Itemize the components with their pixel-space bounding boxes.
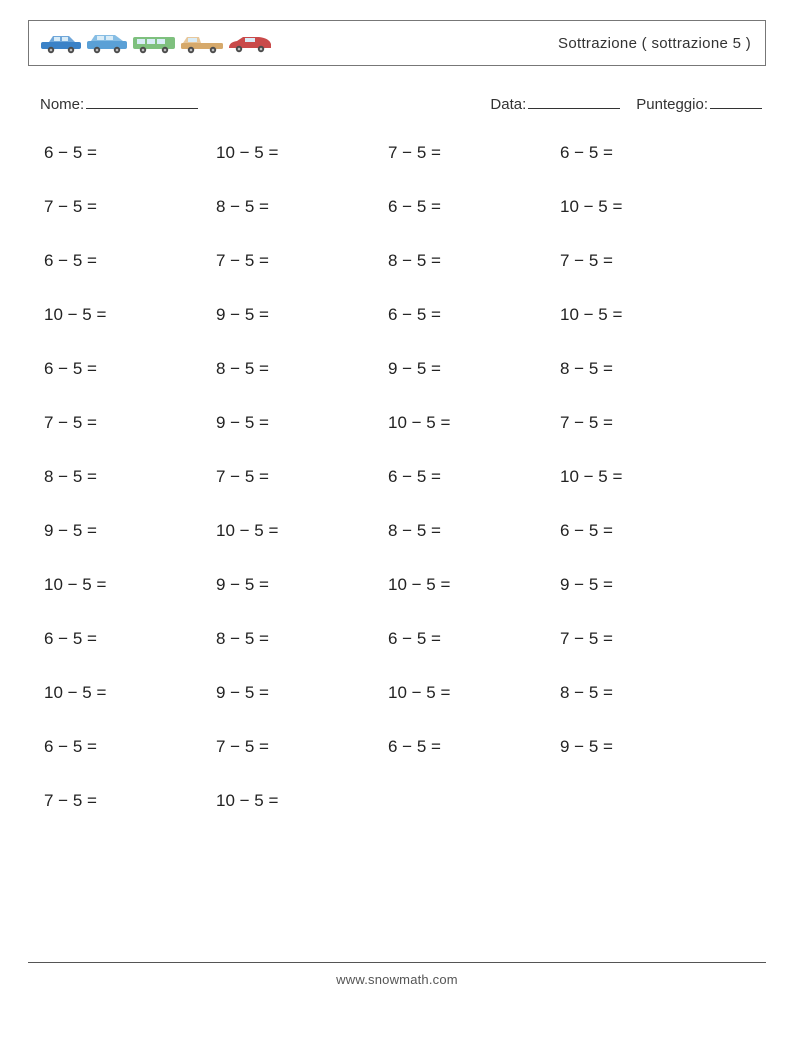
- footer-url: www.snowmath.com: [28, 972, 766, 987]
- problem-cell: 10 − 5 =: [388, 413, 560, 433]
- problem-cell: 9 − 5 =: [44, 521, 216, 541]
- problem-cell: 10 − 5 =: [44, 305, 216, 325]
- problem-cell: 6 − 5 =: [560, 143, 732, 163]
- problem-cell: 7 − 5 =: [44, 413, 216, 433]
- problem-cell: 7 − 5 =: [44, 791, 216, 811]
- date-label: Data:: [490, 96, 526, 113]
- problem-cell: 8 − 5 =: [560, 359, 732, 379]
- problem-cell: [560, 791, 732, 811]
- score-blank[interactable]: [710, 94, 762, 109]
- problem-cell: 7 − 5 =: [216, 251, 388, 271]
- problem-cell: 8 − 5 =: [216, 197, 388, 217]
- car-van-icon: [131, 32, 177, 54]
- score-field: Punteggio:: [636, 94, 762, 113]
- car-hatch-icon: [85, 32, 129, 54]
- problem-cell: 8 − 5 =: [560, 683, 732, 703]
- problem-cell: 6 − 5 =: [560, 521, 732, 541]
- problem-cell: 6 − 5 =: [44, 629, 216, 649]
- header-bar: Sottrazione ( sottrazione 5 ): [28, 20, 766, 66]
- problem-cell: 7 − 5 =: [44, 197, 216, 217]
- footer-rule: [28, 962, 766, 963]
- problem-cell: 9 − 5 =: [216, 683, 388, 703]
- problem-cell: 10 − 5 =: [560, 197, 732, 217]
- name-blank[interactable]: [86, 94, 198, 109]
- problem-cell: 6 − 5 =: [388, 629, 560, 649]
- problem-cell: [388, 791, 560, 811]
- problem-cell: 7 − 5 =: [560, 629, 732, 649]
- problem-cell: 8 − 5 =: [388, 521, 560, 541]
- score-label: Punteggio:: [636, 96, 708, 113]
- car-icon-row: [39, 32, 273, 54]
- problem-cell: 6 − 5 =: [44, 359, 216, 379]
- problem-cell: 10 − 5 =: [216, 521, 388, 541]
- problem-cell: 9 − 5 =: [216, 413, 388, 433]
- worksheet-page: Sottrazione ( sottrazione 5 ) Nome: Data…: [28, 20, 766, 1033]
- problem-cell: 10 − 5 =: [388, 683, 560, 703]
- problem-cell: 9 − 5 =: [560, 575, 732, 595]
- problem-cell: 9 − 5 =: [216, 305, 388, 325]
- problem-cell: 7 − 5 =: [560, 251, 732, 271]
- name-label: Nome:: [40, 96, 84, 113]
- problem-cell: 9 − 5 =: [560, 737, 732, 757]
- problem-cell: 10 − 5 =: [388, 575, 560, 595]
- problem-cell: 7 − 5 =: [560, 413, 732, 433]
- car-sedan-icon: [39, 32, 83, 54]
- problem-cell: 8 − 5 =: [216, 359, 388, 379]
- problem-cell: 8 − 5 =: [44, 467, 216, 487]
- problem-cell: 7 − 5 =: [216, 737, 388, 757]
- problem-cell: 10 − 5 =: [560, 305, 732, 325]
- problem-cell: 10 − 5 =: [216, 791, 388, 811]
- worksheet-title: Sottrazione ( sottrazione 5 ): [558, 35, 751, 52]
- problem-cell: 10 − 5 =: [216, 143, 388, 163]
- date-field: Data:: [490, 94, 620, 113]
- problem-cell: 9 − 5 =: [216, 575, 388, 595]
- problem-cell: 10 − 5 =: [560, 467, 732, 487]
- problem-cell: 6 − 5 =: [388, 467, 560, 487]
- problem-cell: 7 − 5 =: [216, 467, 388, 487]
- problem-cell: 6 − 5 =: [388, 305, 560, 325]
- problem-cell: 8 − 5 =: [388, 251, 560, 271]
- name-field: Nome:: [40, 94, 198, 113]
- problem-cell: 7 − 5 =: [388, 143, 560, 163]
- problem-cell: 6 − 5 =: [44, 737, 216, 757]
- problem-cell: 9 − 5 =: [388, 359, 560, 379]
- car-pickup-icon: [179, 32, 225, 54]
- problem-cell: 6 − 5 =: [388, 197, 560, 217]
- problem-cell: 8 − 5 =: [216, 629, 388, 649]
- info-row: Nome: Data: Punteggio:: [28, 94, 766, 113]
- problem-cell: 6 − 5 =: [388, 737, 560, 757]
- problem-cell: 6 − 5 =: [44, 143, 216, 163]
- problem-cell: 10 − 5 =: [44, 683, 216, 703]
- car-sports-icon: [227, 32, 273, 54]
- problem-cell: 6 − 5 =: [44, 251, 216, 271]
- problem-cell: 10 − 5 =: [44, 575, 216, 595]
- date-blank[interactable]: [528, 94, 620, 109]
- problem-grid: 6 − 5 =10 − 5 =7 − 5 =6 − 5 =7 − 5 =8 − …: [44, 143, 766, 811]
